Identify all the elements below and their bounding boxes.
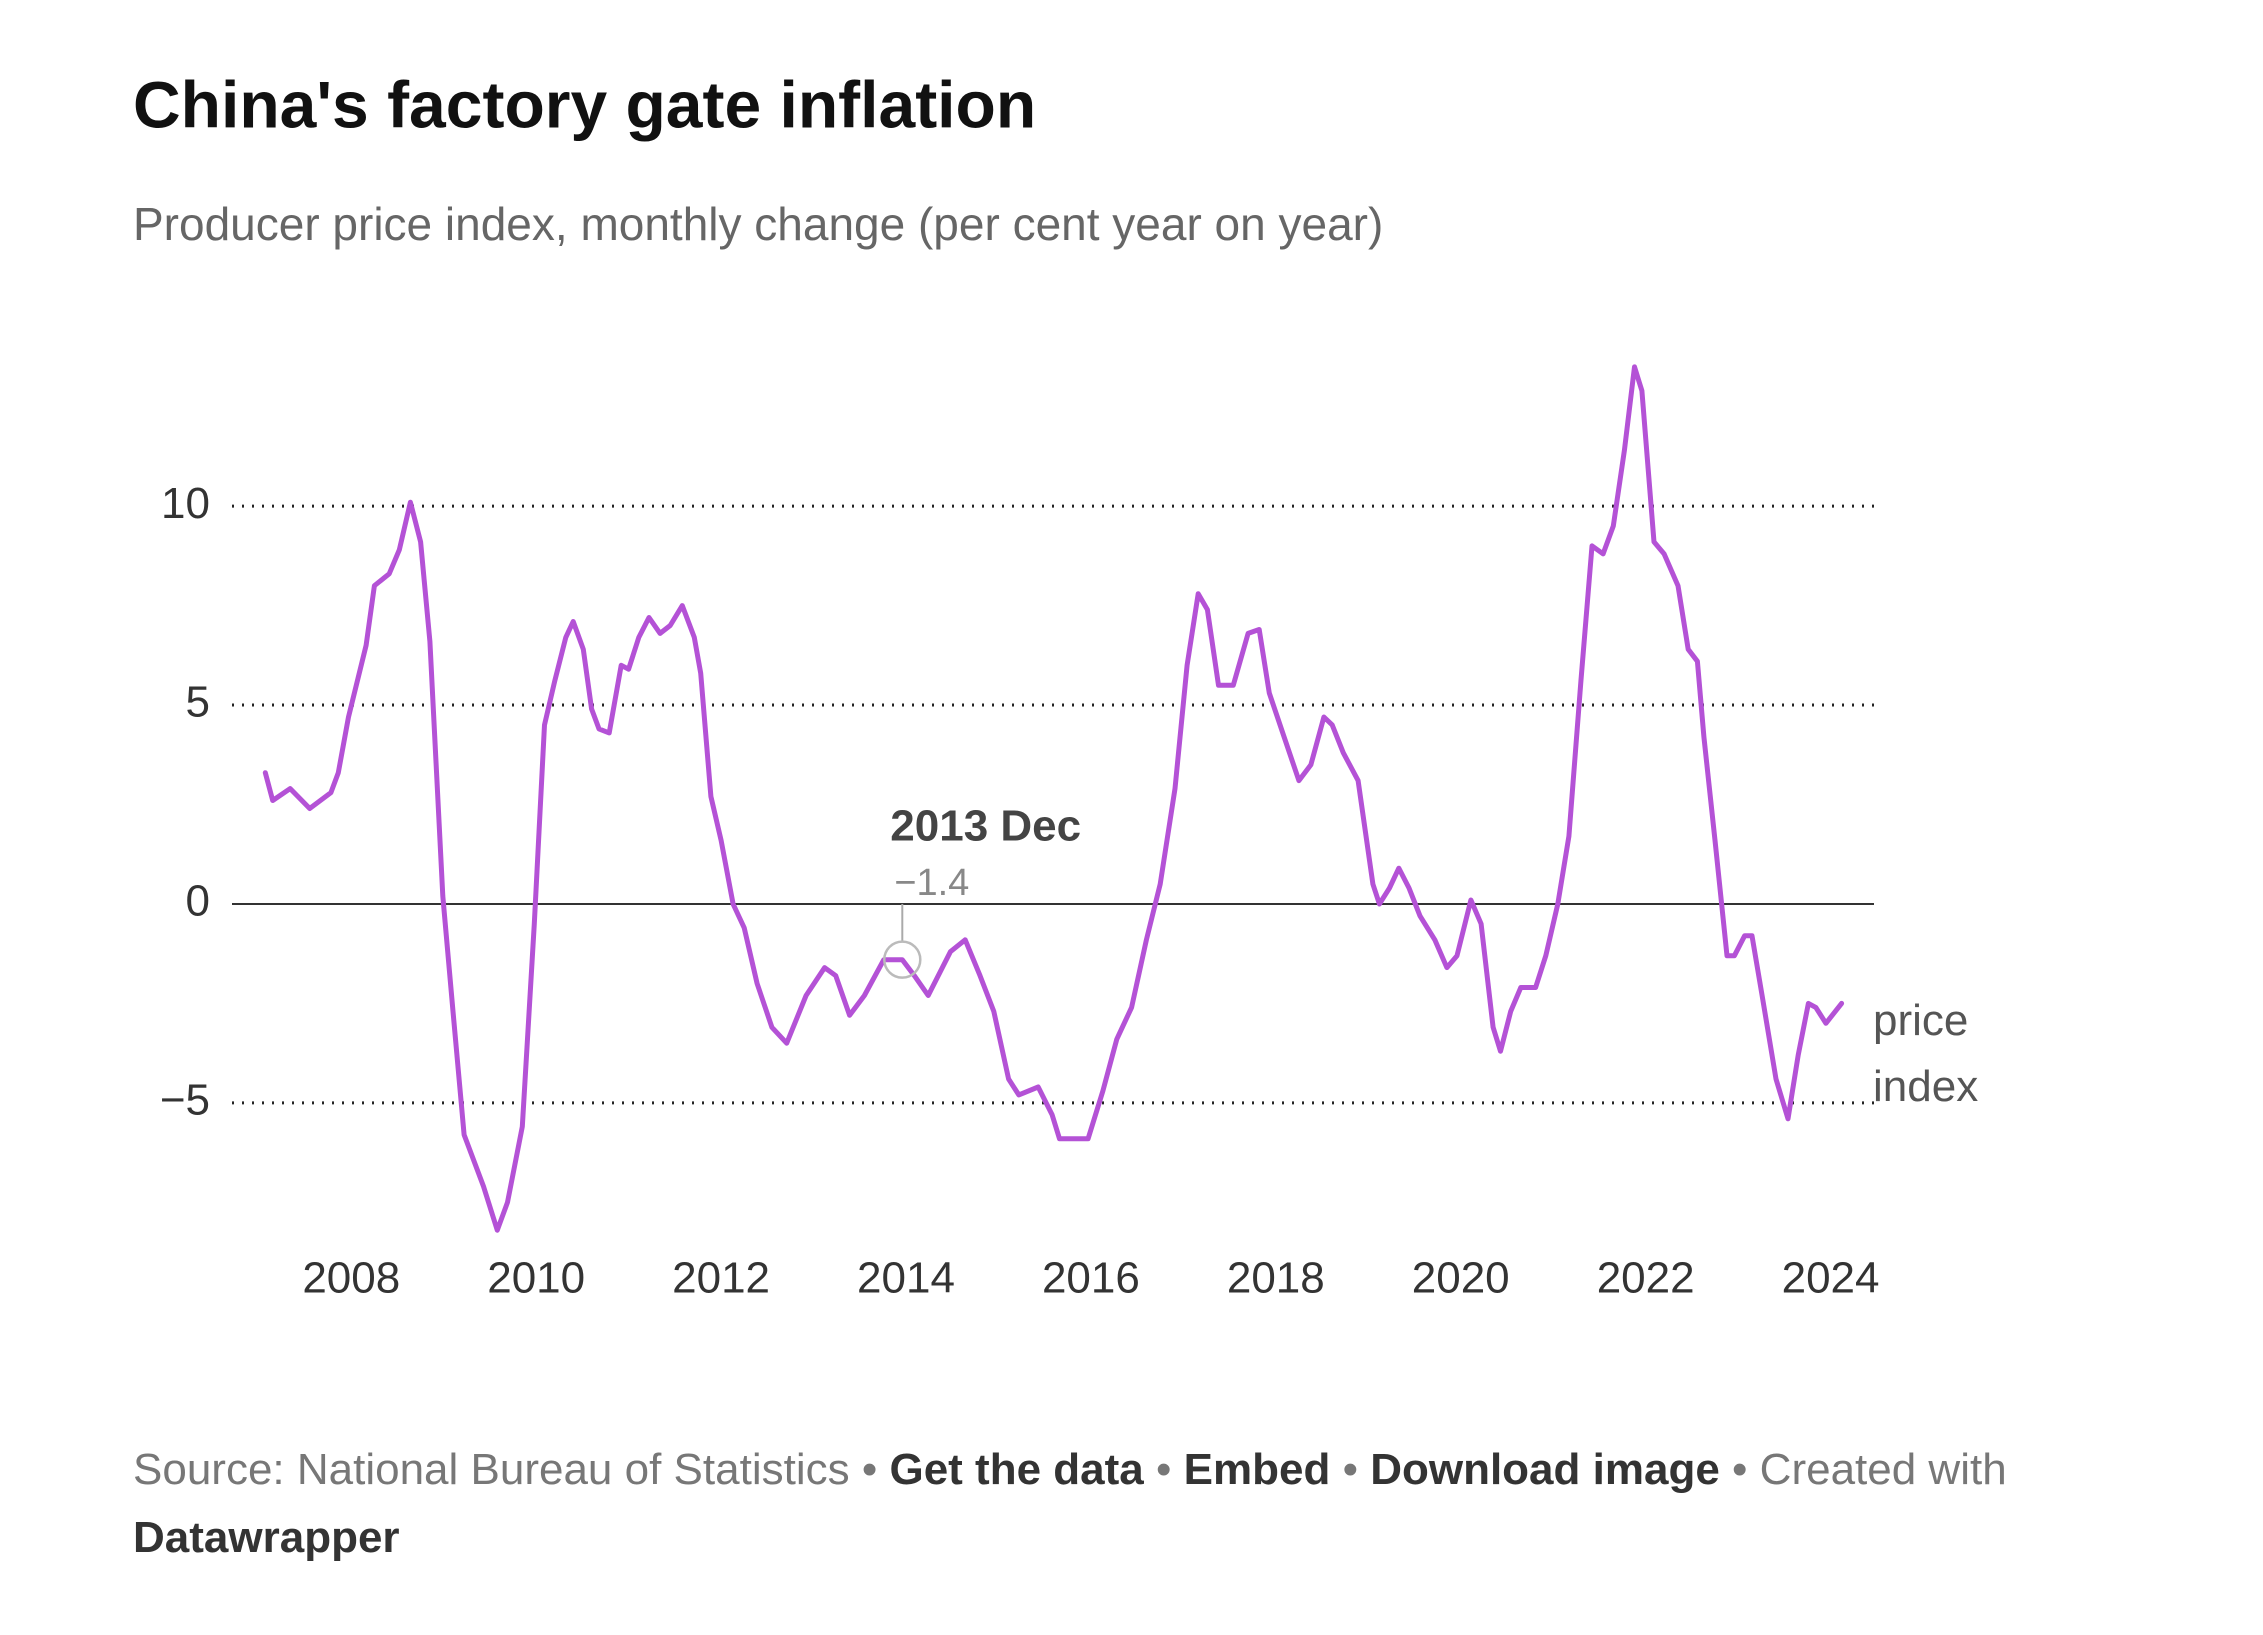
y-tick-label: 5 (186, 678, 210, 727)
annotation-label: 2013 Dec (890, 802, 1081, 851)
credit-link[interactable]: Datawrapper (133, 1513, 400, 1562)
chart-title: China's factory gate inflation (133, 67, 1036, 141)
chart-subtitle: Producer price index, monthly change (pe… (133, 198, 1383, 250)
x-tick-label: 2022 (1597, 1254, 1695, 1303)
x-tick-label: 2008 (302, 1254, 400, 1303)
x-tick-label: 2012 (672, 1254, 770, 1303)
x-tick-label: 2018 (1227, 1254, 1325, 1303)
y-tick-label: 10 (161, 479, 210, 528)
x-tick-label: 2014 (857, 1254, 955, 1303)
x-tick-label: 2010 (487, 1254, 585, 1303)
footer-link[interactable]: Download image (1370, 1445, 1720, 1494)
source: Source: National Bureau of Statistics (133, 1445, 850, 1494)
x-tick-label: 2016 (1042, 1254, 1140, 1303)
y-tick-label: 0 (186, 877, 210, 926)
series-line (262, 364, 1845, 1233)
x-tick-label: 2020 (1412, 1254, 1510, 1303)
y-tick-label: −5 (160, 1075, 210, 1124)
separator: • (1155, 1445, 1172, 1494)
separator: • (1342, 1445, 1358, 1494)
separator: • (1732, 1445, 1748, 1494)
footer-link[interactable]: Embed (1183, 1445, 1331, 1494)
series-label: price index (1873, 996, 1979, 1111)
x-tick-label: 2024 (1782, 1254, 1880, 1303)
footer-link[interactable]: Get the data (889, 1445, 1144, 1494)
footer: Source: National Bureau of Statistics • … (133, 1436, 2193, 1572)
annotation-value: −1.4 (894, 862, 969, 904)
annotation-marker (883, 940, 922, 979)
separator: • (861, 1445, 878, 1494)
credit: Created with (1759, 1445, 2007, 1494)
chart: China's factory gate inflation Producer … (133, 67, 1880, 1303)
